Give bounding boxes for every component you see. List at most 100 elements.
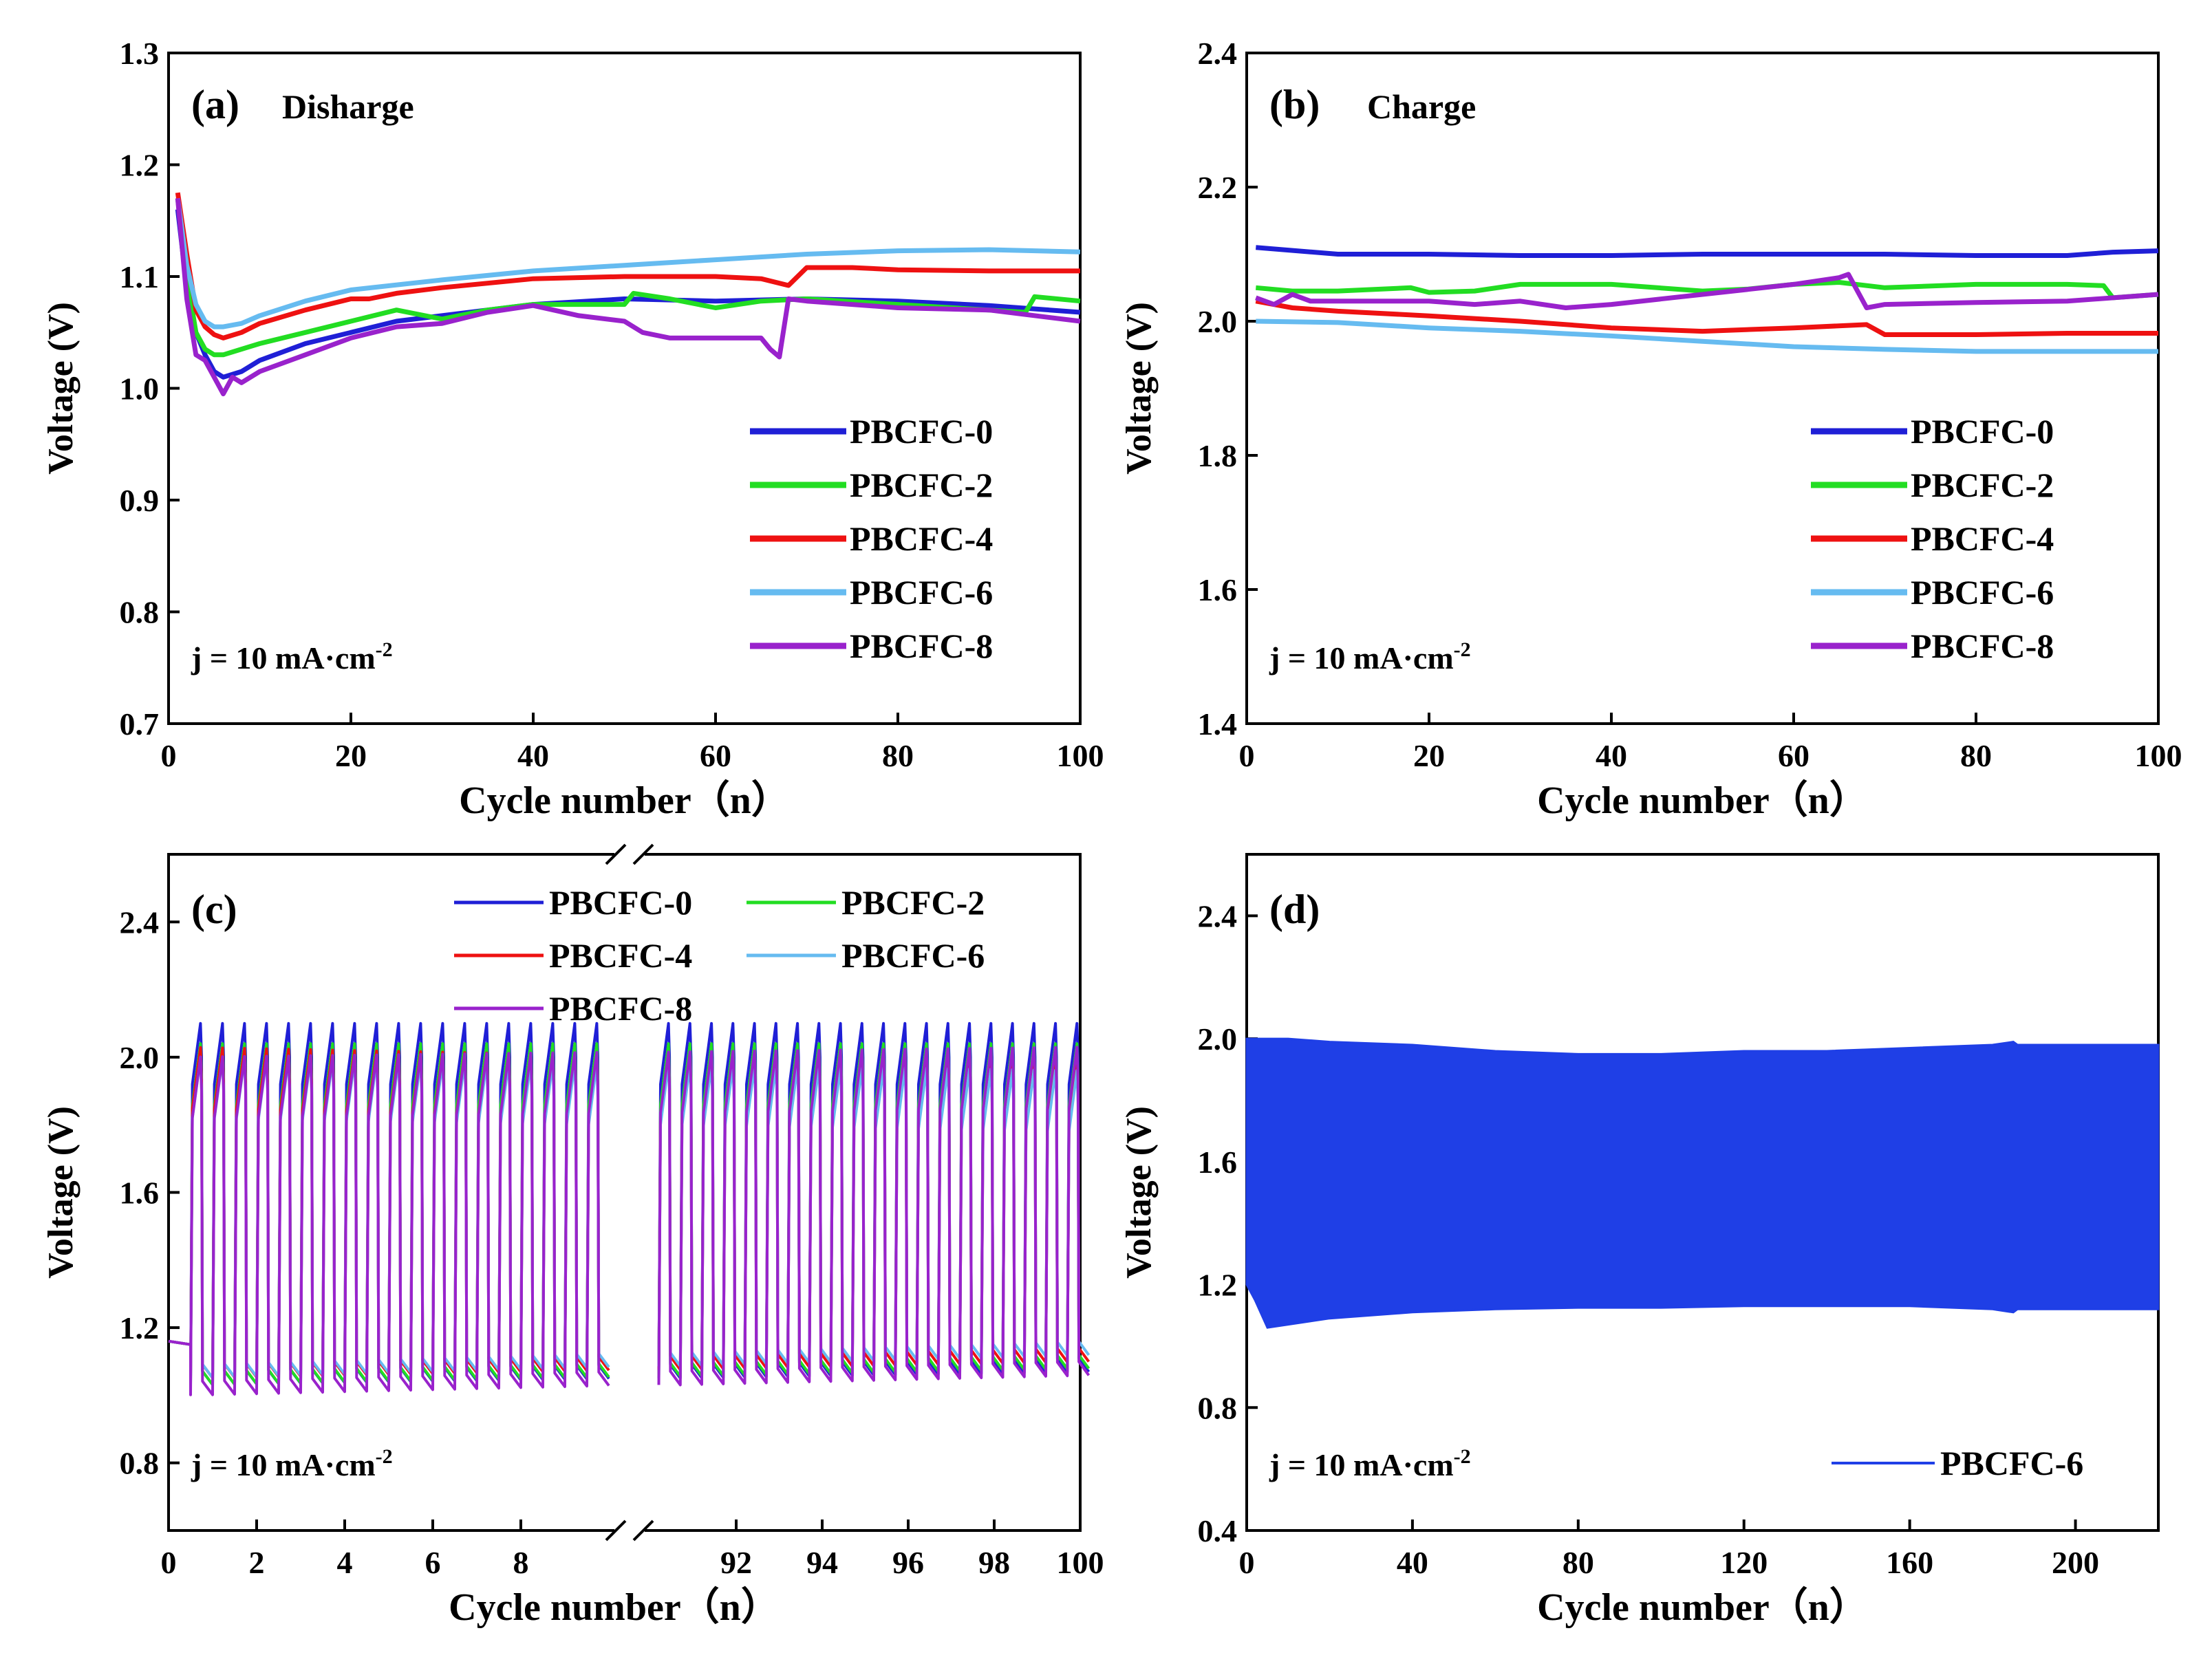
x-tick-label: 100 <box>2135 738 2182 773</box>
y-tick-label: 2.4 <box>120 905 160 940</box>
x-tick-label: 4 <box>337 1545 353 1580</box>
y-tick-label: 2.4 <box>1198 898 1238 933</box>
y-tick-label: 0.8 <box>1198 1390 1238 1425</box>
x-tick-label: 98 <box>978 1545 1010 1580</box>
series-band-pbcfc-6 <box>1245 1037 2160 1329</box>
panel-label: (a) <box>191 82 239 127</box>
legend-label: PBCFC-6 <box>1940 1444 2083 1482</box>
axis-break-gap <box>614 845 645 864</box>
current-density-superscript: -2 <box>1454 638 1471 661</box>
y-tick-label: 1.2 <box>120 1310 160 1345</box>
x-tick-label: 100 <box>1057 738 1104 773</box>
series-line-pbcfc-4 <box>1255 299 2158 337</box>
legend-label: PBCFC-2 <box>1911 466 2054 504</box>
x-tick-label: 80 <box>882 738 914 773</box>
panel-a: 0.7 0.8 0.9 1.0 1.1 1.2 1.3 Voltage (V) 0 20 40 60 8… <box>41 36 1104 822</box>
panel-b: 1.4 1.6 1.8 2.0 2.2 2.4 Voltage (V) 0 20 40 60 80 10… <box>1119 36 2182 822</box>
x-tick-label: 200 <box>2052 1545 2099 1580</box>
y-tick-label: 0.9 <box>120 483 160 518</box>
series-line-pbcfc-8 <box>175 197 1081 397</box>
y-tick-label: 0.7 <box>120 706 160 742</box>
panel-label: (b) <box>1269 82 1320 127</box>
y-tick-label: 0.8 <box>120 1446 160 1481</box>
axis-break-mark <box>632 843 654 865</box>
legend-label: PBCFC-4 <box>1911 519 2054 558</box>
legend-label: PBCFC-4 <box>850 519 993 558</box>
panel-title: Disharge <box>282 87 414 126</box>
series-line-pbcfc-4 <box>175 192 1080 340</box>
axis-break-mark <box>632 1519 654 1541</box>
plot-frame <box>167 52 1082 725</box>
y-tick-label: 1.2 <box>120 148 160 183</box>
panel-d: 0.4 0.8 1.2 1.6 2.0 2.4 Voltage (V) 0 40 80 120 160… <box>1119 853 2160 1629</box>
x-tick-label: 120 <box>1720 1545 1768 1580</box>
x-tick-label: 0 <box>161 1545 177 1580</box>
legend-label: PBCFC-6 <box>850 573 993 612</box>
x-tick-label: 80 <box>1960 738 1992 773</box>
y-tick-label: 2.2 <box>1198 170 1238 205</box>
axis-break-mark <box>605 1519 627 1541</box>
y-tick-label: 0.8 <box>120 595 160 630</box>
x-axis-label: Cycle number（n） <box>1537 1586 1868 1629</box>
x-tick-label: 20 <box>1413 738 1445 773</box>
current-density-label: j = 10 mA·cm-2 <box>191 1445 393 1482</box>
y-tick-label: 1.6 <box>1198 1145 1238 1180</box>
series-line-pbcfc-6 <box>175 197 1081 329</box>
series-line-pbcfc-0 <box>1256 245 2159 258</box>
series-line-pbcfc-8 <box>1255 272 2159 310</box>
current-density-superscript: -2 <box>376 638 393 661</box>
legend-label: PBCFC-4 <box>549 936 692 975</box>
panel-label: (d) <box>1269 887 1320 932</box>
series-line-pbcfc-8 <box>168 1046 1091 1396</box>
y-axis-label: Voltage (V) <box>1119 302 1159 475</box>
x-tick-label: 60 <box>1778 738 1810 773</box>
legend-label: PBCFC-0 <box>549 883 692 922</box>
axis-break-mark <box>605 843 627 865</box>
x-tick-label: 92 <box>720 1545 752 1580</box>
axis-break-gap <box>614 1521 645 1540</box>
y-tick-label: 2.4 <box>1198 36 1238 71</box>
panel-title: Charge <box>1367 87 1476 126</box>
current-density-superscript: -2 <box>1454 1445 1471 1468</box>
legend-label: PBCFC-6 <box>841 936 985 975</box>
panel-label: (c) <box>191 887 237 932</box>
x-tick-label: 96 <box>892 1545 924 1580</box>
x-tick-label: 20 <box>335 738 367 773</box>
legend-label: PBCFC-2 <box>841 883 985 922</box>
x-tick-label: 0 <box>161 738 177 773</box>
x-tick-label: 100 <box>1057 1545 1104 1580</box>
current-density-label: j = 10 mA·cm-2 <box>1269 638 1471 675</box>
current-density-label: j = 10 mA·cm-2 <box>191 638 393 675</box>
x-tick-label: 40 <box>517 738 549 773</box>
y-tick-label: 1.8 <box>1198 438 1238 473</box>
legend-label: PBCFC-6 <box>1911 573 2054 612</box>
x-tick-label: 80 <box>1563 1545 1594 1580</box>
y-tick-label: 1.1 <box>120 259 160 294</box>
current-density-label: j = 10 mA·cm-2 <box>1269 1445 1471 1482</box>
panel-c: 0.8 1.2 1.6 2.0 2.4 Voltage (V) 0 2 4 6 8 92 94 96 98 1… <box>41 843 1104 1629</box>
x-tick-label: 160 <box>1886 1545 1933 1580</box>
current-density-superscript: -2 <box>376 1445 393 1468</box>
y-tick-label: 1.6 <box>1198 572 1238 607</box>
x-tick-label: 2 <box>249 1545 265 1580</box>
x-tick-label: 8 <box>513 1545 529 1580</box>
y-axis-label: Voltage (V) <box>1119 1106 1159 1279</box>
plot-frame <box>1245 52 2160 725</box>
y-tick-label: 1.0 <box>120 371 160 407</box>
x-tick-label: 40 <box>1397 1545 1428 1580</box>
legend-label: PBCFC-8 <box>850 627 993 665</box>
y-tick-label: 1.2 <box>1198 1268 1238 1303</box>
series-line-pbcfc-6 <box>1256 318 2158 354</box>
x-tick-label: 0 <box>1239 738 1255 773</box>
x-axis-label: Cycle number（n） <box>459 779 790 822</box>
y-tick-label: 0.4 <box>1198 1513 1238 1548</box>
y-axis-label: Voltage (V) <box>41 302 80 475</box>
x-axis-label: Cycle number（n） <box>1537 779 1868 822</box>
y-tick-label: 2.0 <box>1198 1021 1238 1057</box>
legend-label: PBCFC-8 <box>549 989 692 1028</box>
y-tick-label: 1.3 <box>120 36 160 71</box>
legend-label: PBCFC-8 <box>1911 627 2054 665</box>
x-tick-label: 40 <box>1596 738 1627 773</box>
legend-label: PBCFC-0 <box>850 412 993 451</box>
